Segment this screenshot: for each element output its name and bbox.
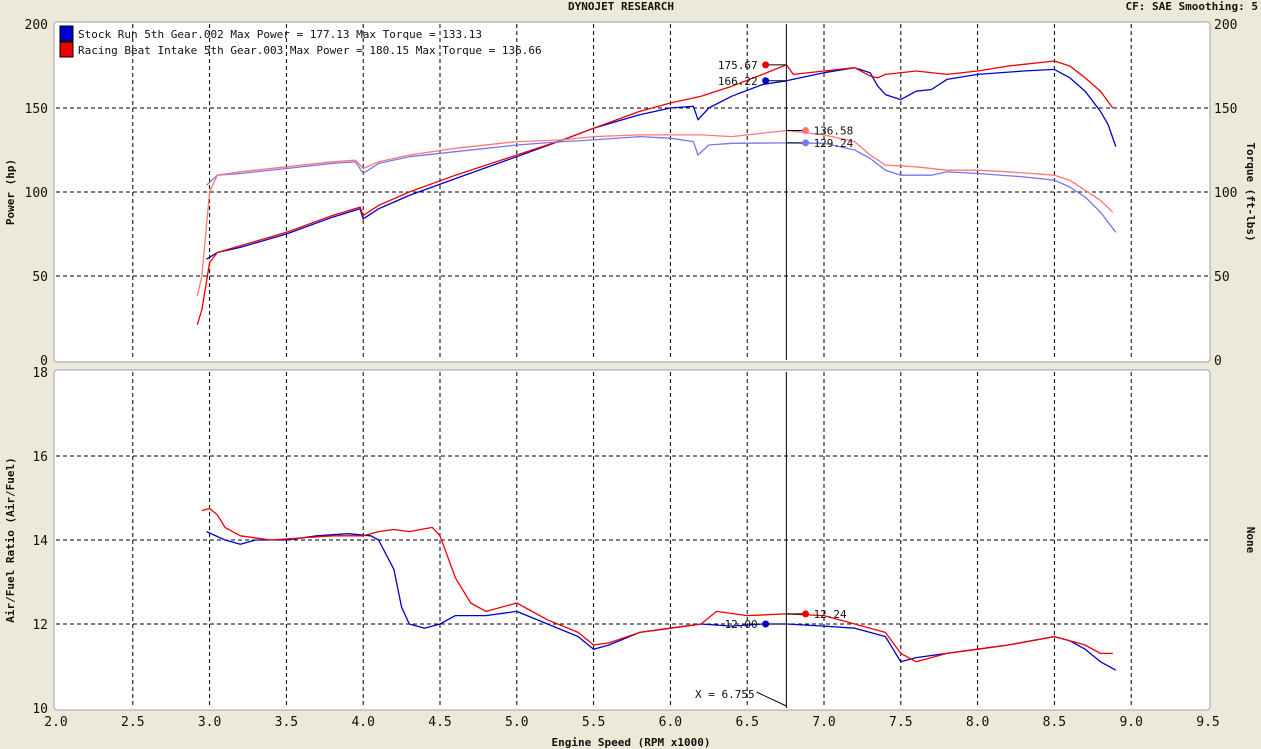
xtick-label: 7.5	[889, 715, 912, 730]
xtick-label: 7.0	[812, 715, 835, 730]
xtick-label: 5.5	[582, 715, 605, 730]
xtick-label: 4.0	[351, 715, 374, 730]
top-series-line-power-0	[206, 67, 1117, 260]
x-axis-label: Engine Speed (RPM x1000)	[552, 736, 711, 749]
top-ytick-label: 50	[32, 270, 48, 285]
top-marker-label: 129.24	[814, 137, 854, 150]
top-marker-dot	[762, 61, 770, 69]
chart-header-title: DYNOJET RESEARCH	[568, 0, 674, 13]
xtick-label: 3.5	[275, 715, 298, 730]
top-ytick-label: 200	[25, 18, 48, 33]
top-marker-label: 175.67	[718, 59, 758, 72]
bottom-ytick-label: 18	[32, 366, 48, 381]
top-ytick-right-label: 200	[1214, 18, 1237, 33]
xtick-label: 8.0	[966, 715, 989, 730]
xtick-label: 3.0	[198, 715, 221, 730]
top-ytick-right-label: 0	[1214, 354, 1222, 369]
xtick-label: 2.0	[44, 715, 67, 730]
bottom-ylabel-right: None	[1244, 527, 1257, 554]
xtick-label: 6.5	[735, 715, 758, 730]
chart-header-settings: CF: SAE Smoothing: 5	[1125, 0, 1258, 13]
top-series-line-torque-3	[196, 129, 1114, 297]
top-ytick-label: 0	[40, 354, 48, 369]
top-marker-dot	[762, 77, 770, 85]
legend-swatch-1	[59, 41, 74, 58]
xtick-label: 4.5	[428, 715, 451, 730]
xtick-label: 2.5	[121, 715, 144, 730]
top-series-line-power-1	[196, 60, 1114, 325]
legend-swatch-0	[59, 25, 74, 42]
top-marker-dot	[802, 139, 810, 147]
top-marker-dot	[802, 127, 810, 135]
cursor-value-label: X = 6.755	[695, 688, 755, 701]
bottom-ytick-label: 16	[32, 450, 48, 465]
top-ytick-right-label: 100	[1214, 186, 1237, 201]
cursor-label-leader	[756, 691, 787, 707]
bottom-marker-label: 12.24	[814, 608, 847, 621]
top-ytick-label: 100	[25, 186, 48, 201]
top-ytick-right-label: 50	[1214, 270, 1230, 285]
bottom-marker-dot	[762, 620, 770, 628]
top-ytick-right-label: 150	[1214, 102, 1237, 117]
top-marker-label: 136.58	[814, 125, 854, 138]
xtick-label: 8.5	[1043, 715, 1066, 730]
top-ylabel: Power (hp)	[4, 159, 17, 225]
top-ylabel-right: Torque (ft-lbs)	[1244, 142, 1257, 241]
legend-entry-1: Racing Beat Intake 5th Gear.003 Max Powe…	[78, 44, 542, 57]
bottom-ylabel: Air/Fuel Ratio (Air/Fuel)	[4, 457, 17, 623]
legend-entry-0: Stock Run 5th Gear.002 Max Power = 177.1…	[78, 28, 482, 41]
xtick-label: 6.0	[659, 715, 682, 730]
xtick-label: 9.5	[1196, 715, 1219, 730]
xtick-label: 5.0	[505, 715, 528, 730]
bottom-ytick-label: 12	[32, 618, 48, 633]
top-marker-label: 166.22	[718, 75, 758, 88]
bottom-ytick-label: 10	[32, 702, 48, 717]
bottom-marker-label: 12.00	[725, 618, 758, 631]
bottom-ytick-label: 14	[32, 534, 48, 549]
bottom-marker-dot	[802, 610, 810, 618]
top-ytick-label: 150	[25, 102, 48, 117]
bottom-series-line-afr-1	[201, 507, 1113, 663]
top-series-line-torque-2	[206, 135, 1117, 233]
xtick-label: 9.0	[1119, 715, 1142, 730]
